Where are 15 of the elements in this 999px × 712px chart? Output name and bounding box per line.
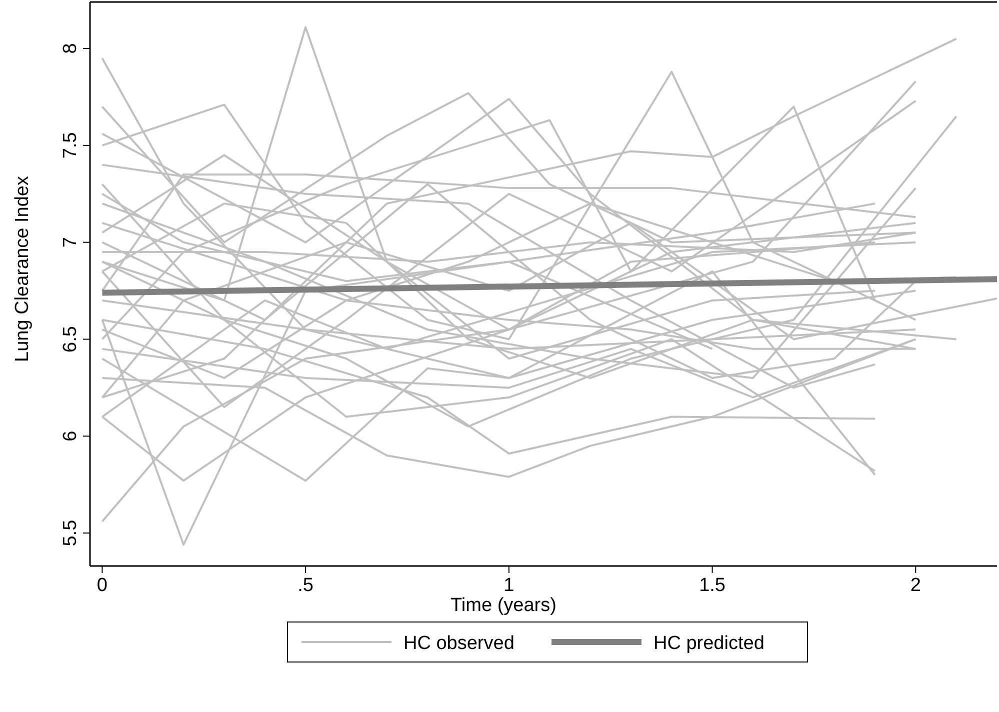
x-axis-title: Time (years) <box>450 595 556 616</box>
x-tick-label: 0 <box>96 575 108 596</box>
y-tick-label: 6 <box>60 430 81 442</box>
y-tick-label: 7.5 <box>60 132 81 159</box>
y-tick-label: 7 <box>60 237 81 248</box>
legend-label: HC observed <box>404 633 514 654</box>
y-axis-title: Lung Clearance Index <box>12 176 33 362</box>
y-tick-label: 6.5 <box>60 326 81 352</box>
x-tick-label: 2 <box>910 575 921 596</box>
x-tick-label: .5 <box>298 575 314 596</box>
y-tick-label: 5.5 <box>60 520 81 546</box>
y-tick-label: 8 <box>60 43 81 54</box>
legend-label: HC predicted <box>654 633 764 654</box>
x-tick-label: 1 <box>504 575 514 596</box>
x-tick-label: 1.5 <box>699 575 726 596</box>
